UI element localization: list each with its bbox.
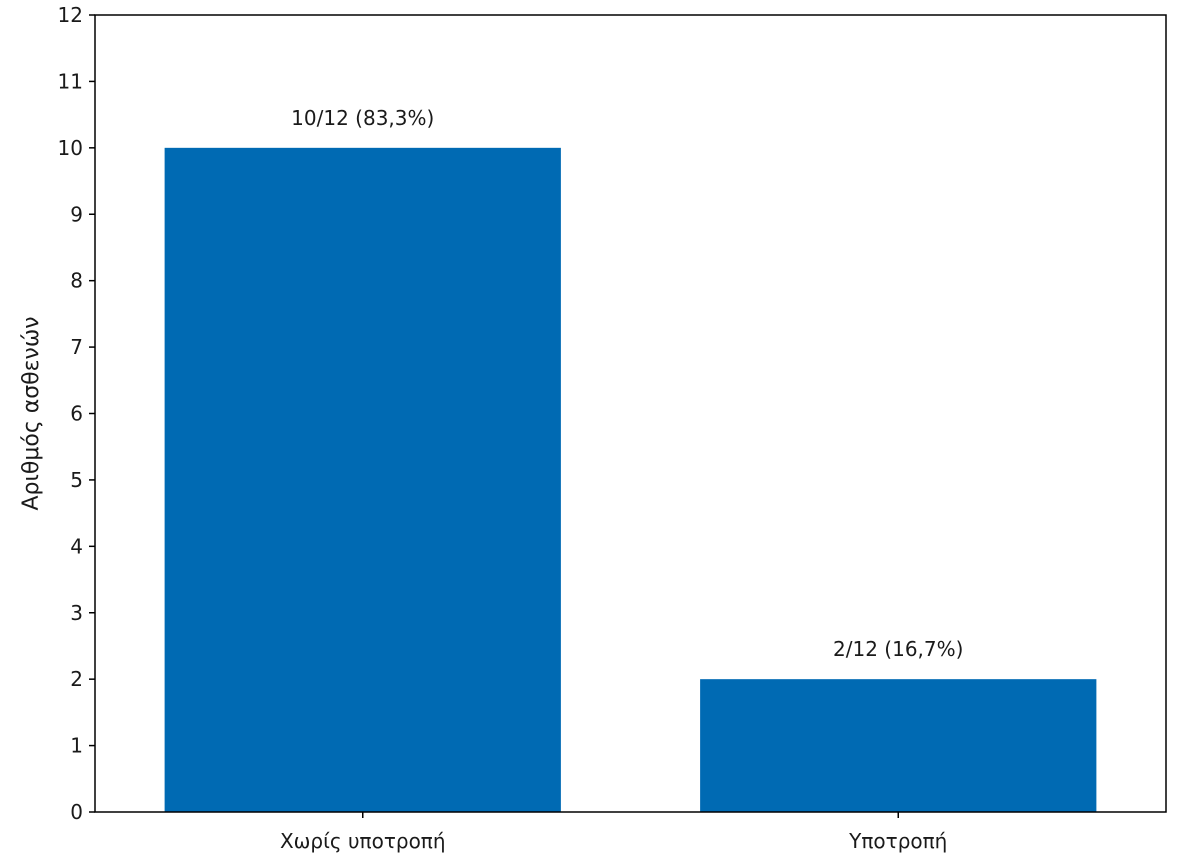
y-axis-label: Αριθμός ασθενών — [19, 316, 44, 510]
x-tick-label-1: Υποτροπή — [848, 829, 947, 853]
y-tick-label-7: 7 — [70, 335, 83, 359]
bar-1 — [700, 679, 1097, 812]
y-tick-label-10: 10 — [58, 136, 83, 160]
y-tick-label-2: 2 — [70, 667, 83, 691]
y-tick-label-3: 3 — [70, 601, 83, 625]
y-tick-label-12: 12 — [58, 3, 83, 27]
y-tick-label-11: 11 — [58, 69, 83, 93]
y-tick-label-0: 0 — [70, 800, 83, 824]
y-tick-label-9: 9 — [70, 202, 83, 226]
data-label-0: 10/12 (83,3%) — [291, 106, 434, 130]
x-axis: Χωρίς υποτροπή Υποτροπή — [280, 812, 947, 853]
y-tick-label-1: 1 — [70, 734, 83, 758]
bar-0 — [164, 147, 561, 813]
data-labels: 10/12 (83,3%) 2/12 (16,7%) — [291, 106, 963, 661]
y-tick-label-8: 8 — [70, 269, 83, 293]
data-label-1: 2/12 (16,7%) — [833, 637, 963, 661]
x-tick-label-0: Χωρίς υποτροπή — [280, 829, 446, 853]
y-tick-label-5: 5 — [70, 468, 83, 492]
y-tick-label-6: 6 — [70, 402, 83, 426]
bars-layer — [164, 147, 1097, 813]
y-tick-label-4: 4 — [70, 534, 83, 558]
